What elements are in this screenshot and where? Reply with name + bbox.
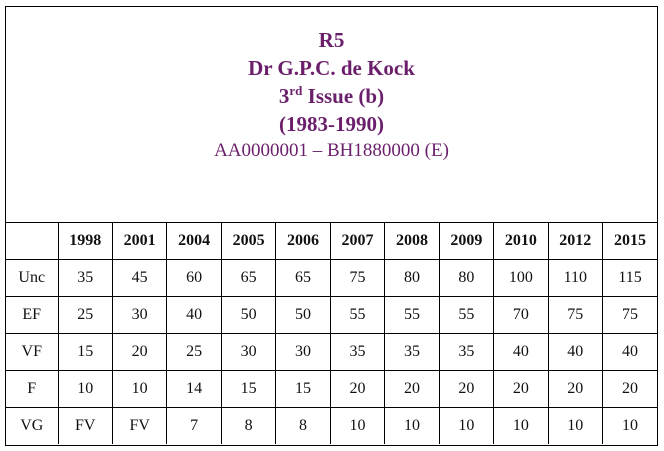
price-cell: 10 <box>329 407 386 444</box>
table-row: EF 25 30 40 50 50 55 55 55 70 75 75 <box>6 296 657 334</box>
price-cell: 55 <box>384 296 440 334</box>
price-cell: 35 <box>384 333 440 371</box>
price-cell: 10 <box>493 407 549 444</box>
price-cell: 20 <box>438 370 495 408</box>
price-cell: 75 <box>547 296 604 334</box>
price-sheet: R5 Dr G.P.C. de Kock 3rd Issue (b) (1983… <box>5 6 658 446</box>
year-cell: 2009 <box>438 223 495 260</box>
price-cell: 75 <box>329 259 386 297</box>
year-cell: 2007 <box>329 223 386 260</box>
price-cell: 110 <box>547 259 604 297</box>
corner-cell <box>6 223 59 260</box>
price-cell: 20 <box>493 370 549 408</box>
price-cell: 15 <box>275 370 331 408</box>
price-cell: 35 <box>438 333 495 371</box>
grade-cell: VF <box>6 333 59 371</box>
issue-ordinal: rd <box>289 83 303 98</box>
price-cell: 100 <box>493 259 549 297</box>
price-cell: 60 <box>166 259 222 297</box>
year-cell: 2010 <box>493 223 549 260</box>
price-cell: 65 <box>275 259 331 297</box>
note-header: R5 Dr G.P.C. de Kock 3rd Issue (b) (1983… <box>6 7 657 223</box>
price-cell: 15 <box>220 370 277 408</box>
price-cell: 10 <box>57 370 113 408</box>
governor-name: Dr G.P.C. de Kock <box>248 56 415 80</box>
year-cell: 2005 <box>220 223 277 260</box>
catalog-code: R5 <box>318 28 345 52</box>
price-cell: 20 <box>384 370 440 408</box>
price-cell: 10 <box>602 407 657 444</box>
price-cell: 40 <box>602 333 657 371</box>
price-cell: 20 <box>329 370 386 408</box>
price-cell: 50 <box>275 296 331 334</box>
price-cell: 10 <box>384 407 440 444</box>
price-cell: 35 <box>329 333 386 371</box>
price-cell: 14 <box>166 370 222 408</box>
table-row: VG FV FV 7 8 8 10 10 10 10 10 10 <box>6 407 657 444</box>
grade-cell: F <box>6 370 59 408</box>
price-cell: 55 <box>329 296 386 334</box>
price-cell: 65 <box>220 259 277 297</box>
price-cell: 55 <box>438 296 495 334</box>
price-cell: 40 <box>493 333 549 371</box>
price-cell: 40 <box>547 333 604 371</box>
year-cell: 2004 <box>166 223 222 260</box>
price-cell: 10 <box>547 407 604 444</box>
issue-label: Issue (b) <box>302 84 385 108</box>
price-cell: 8 <box>220 407 277 444</box>
table-row: Unc 35 45 60 65 65 75 80 80 100 110 115 <box>6 259 657 297</box>
year-cell: 2012 <box>547 223 604 260</box>
year-cell: 2015 <box>602 223 657 260</box>
price-cell: 45 <box>111 259 168 297</box>
year-cell: 2001 <box>111 223 168 260</box>
price-cell: FV <box>111 407 168 444</box>
price-cell: 30 <box>275 333 331 371</box>
serial-range: AA0000001 – BH1880000 (E) <box>214 140 449 161</box>
issue-period: (1983-1990) <box>279 112 384 136</box>
price-cell: 10 <box>111 370 168 408</box>
price-cell: 70 <box>493 296 549 334</box>
table-row: F 10 10 14 15 15 20 20 20 20 20 20 <box>6 370 657 408</box>
price-cell: 20 <box>111 333 168 371</box>
price-cell: 25 <box>166 333 222 371</box>
price-cell: 10 <box>438 407 495 444</box>
year-header-row: 1998 2001 2004 2005 2006 2007 2008 2009 … <box>6 223 657 260</box>
price-cell: 50 <box>220 296 277 334</box>
grade-cell: VG <box>6 407 59 444</box>
price-cell: 40 <box>166 296 222 334</box>
price-cell: 30 <box>111 296 168 334</box>
issue-number: 3 <box>278 84 290 108</box>
price-cell: 80 <box>384 259 440 297</box>
year-cell: 2006 <box>275 223 331 260</box>
year-cell: 2008 <box>384 223 440 260</box>
price-cell: 35 <box>57 259 113 297</box>
price-cell: 75 <box>602 296 657 334</box>
price-table: 1998 2001 2004 2005 2006 2007 2008 2009 … <box>6 223 657 444</box>
price-cell: 8 <box>275 407 331 444</box>
table-row: VF 15 20 25 30 30 35 35 35 40 40 40 <box>6 333 657 371</box>
price-cell: 80 <box>438 259 495 297</box>
price-cell: 20 <box>602 370 657 408</box>
grade-cell: Unc <box>6 259 59 297</box>
issue-line: 3rd Issue (b) <box>6 82 657 110</box>
price-cell: FV <box>57 407 113 444</box>
year-cell: 1998 <box>57 223 113 260</box>
price-cell: 115 <box>602 259 657 297</box>
price-cell: 15 <box>57 333 113 371</box>
price-cell: 25 <box>57 296 113 334</box>
price-cell: 20 <box>547 370 604 408</box>
price-cell: 7 <box>166 407 222 444</box>
grade-cell: EF <box>6 296 59 334</box>
price-cell: 30 <box>220 333 277 371</box>
